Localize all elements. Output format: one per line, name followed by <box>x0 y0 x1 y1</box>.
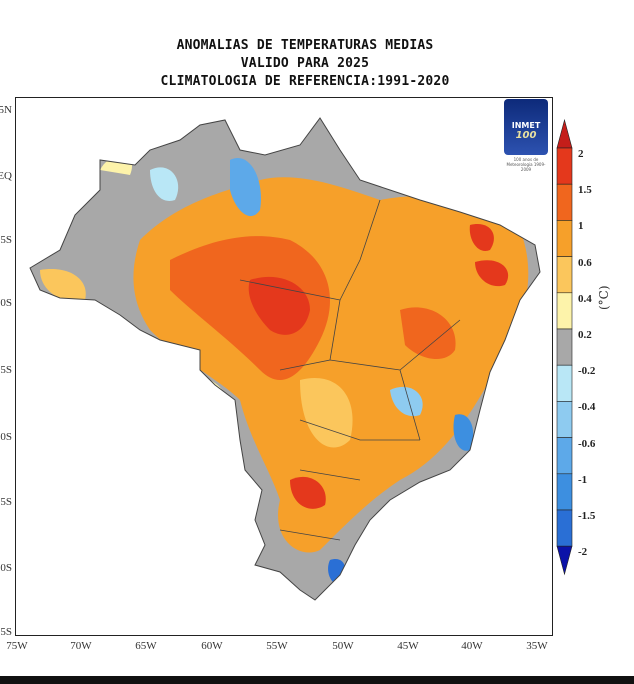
lon-label: 45W <box>397 640 419 652</box>
colorbar-segment <box>556 437 573 475</box>
colorbar-tick-label: -1 <box>578 473 588 486</box>
colorbar-segment <box>556 292 573 330</box>
lon-label: 60W <box>201 640 223 652</box>
colorbar-unit: (°C) <box>597 285 611 310</box>
colorbar-tick-label: -2 <box>578 546 588 559</box>
lat-label: EQ <box>0 170 12 182</box>
map-title-line3: CLIMATOLOGIA DE REFERENCIA:1991-2020 <box>160 74 450 89</box>
colorbar-tick-label: 1.5 <box>578 184 592 197</box>
lat-label: 30S <box>0 562 12 574</box>
lon-label: 75W <box>6 640 28 652</box>
lon-label: 55W <box>266 640 288 652</box>
colorbar-segment <box>556 509 573 547</box>
state-borders <box>239 199 461 541</box>
lat-label: 25S <box>0 496 12 508</box>
map-frame <box>15 97 553 636</box>
colorbar-max-arrow <box>556 118 573 149</box>
lon-label: 35W <box>526 640 548 652</box>
map-title-line2: VALIDO PARA 2025 <box>240 56 370 71</box>
colorbar-segment <box>556 328 573 366</box>
colorbar-tick-label: 0.4 <box>578 292 592 305</box>
lat-label: 5S <box>0 234 12 246</box>
inmet-logo: INMET 100 <box>504 99 548 155</box>
colorbar-tick-label: -0.4 <box>578 401 596 414</box>
lon-label: 65W <box>135 640 157 652</box>
bottom-bar <box>0 676 634 684</box>
colorbar-tick-label: -1.5 <box>578 510 596 522</box>
logo-name: INMET <box>511 121 541 130</box>
colorbar-segment <box>556 220 573 257</box>
colorbar-segment <box>556 473 573 511</box>
colorbar-segment <box>556 256 573 294</box>
lat-label: 10S <box>0 297 12 309</box>
colorbar-tick-label: 0.6 <box>578 256 592 269</box>
lat-label: 35S <box>0 626 12 638</box>
colorbar <box>556 118 573 576</box>
colorbar-segment <box>556 147 573 185</box>
map-title-line1: ANOMALIAS DE TEMPERATURAS MEDIAS <box>176 38 434 53</box>
colorbar-tick-label: 0.2 <box>578 329 592 341</box>
lat-label: 5N <box>0 104 12 116</box>
lon-label: 70W <box>70 640 92 652</box>
lat-label: 20S <box>0 431 12 443</box>
colorbar-segment <box>556 401 573 438</box>
logo-number: 100 <box>515 130 537 141</box>
lon-label: 50W <box>332 640 354 652</box>
colorbar-segment <box>556 183 573 221</box>
colorbar-min-arrow <box>556 545 573 576</box>
colorbar-tick-label: 1 <box>578 220 584 233</box>
colorbar-segment <box>556 364 573 402</box>
logo-caption: 100 anos de Meteorologia 1909-2009 <box>506 157 546 172</box>
colorbar-tick-label: -0.6 <box>578 437 596 450</box>
lon-label: 40W <box>461 640 483 652</box>
colorbar-tick-label: -0.2 <box>578 365 596 378</box>
colorbar-tick-label: 2 <box>578 148 584 160</box>
lat-label: 15S <box>0 364 12 376</box>
